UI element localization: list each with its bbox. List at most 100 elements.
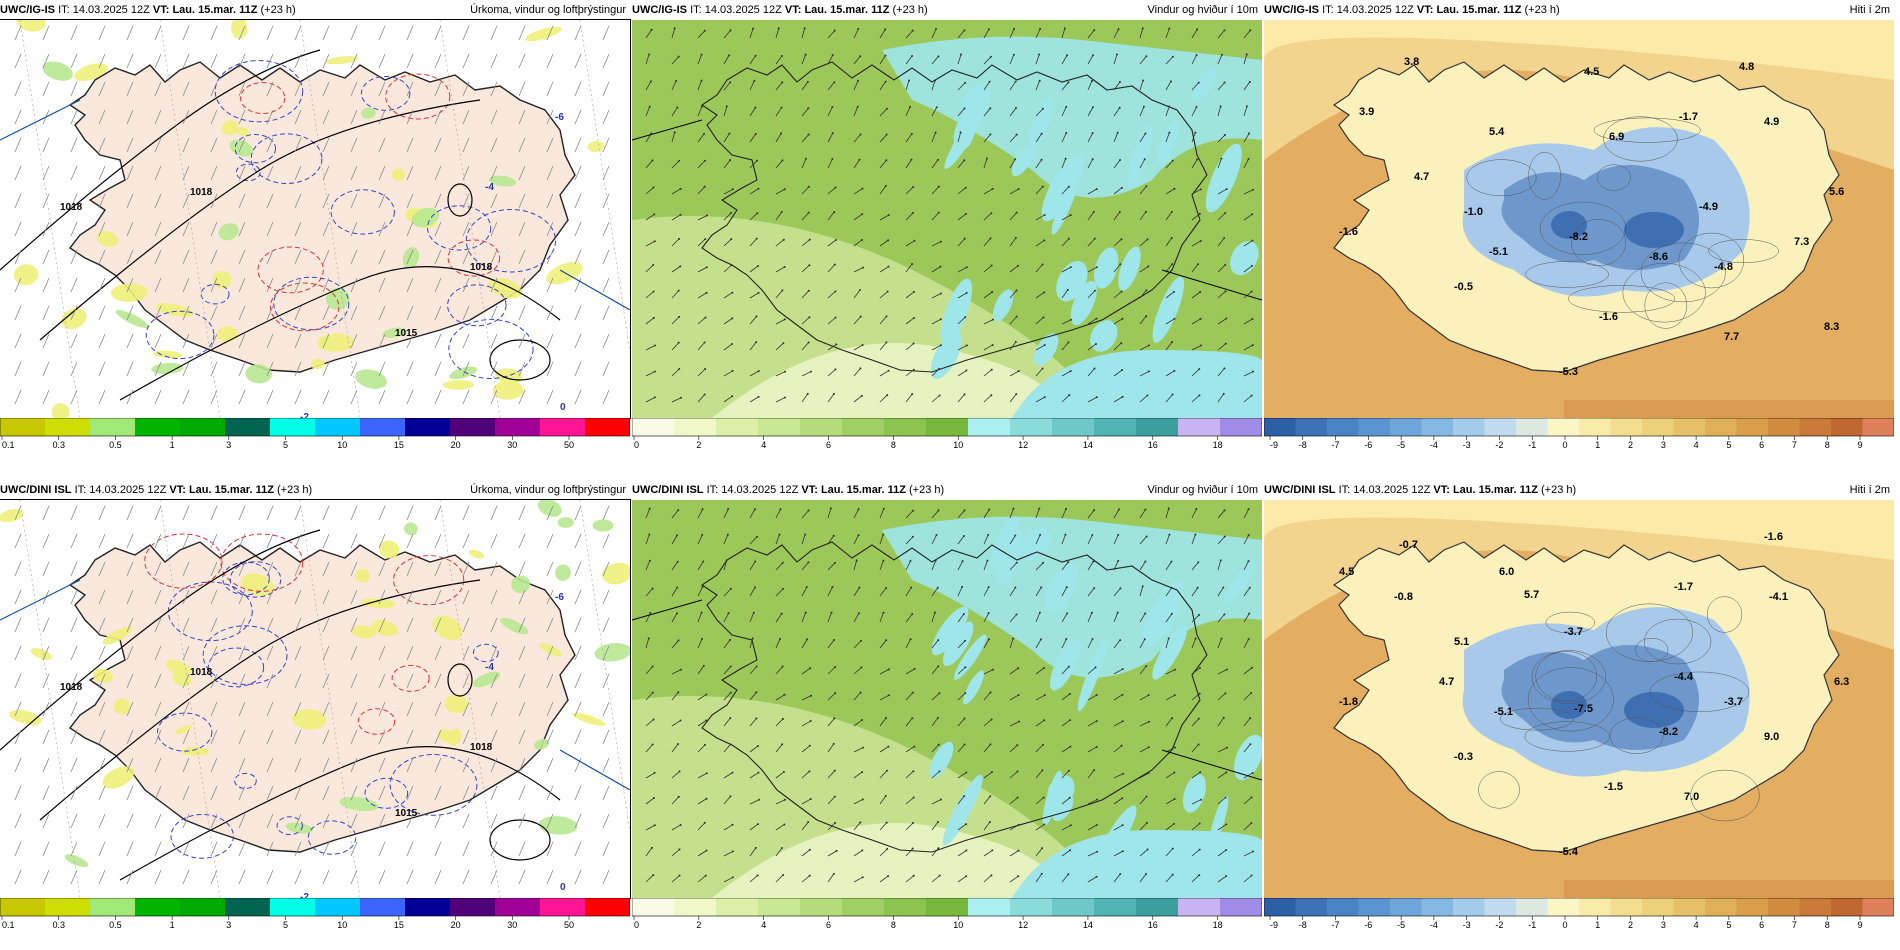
colorbar-swatch [1136, 898, 1179, 916]
product-title: Úrkoma, vindur og loftþrýstingur [470, 484, 626, 496]
colorbar-swatch [1327, 418, 1359, 436]
colorbar-swatch [968, 898, 1011, 916]
precip-area [378, 540, 400, 559]
colorbar-tick-label: -5 [1397, 440, 1405, 450]
colorbar-swatch [1768, 418, 1800, 436]
precip-area [444, 694, 468, 714]
colorbar-swatch [1547, 418, 1580, 436]
map-value-label: -6 [555, 592, 564, 603]
map-value-label: -4 [485, 662, 494, 673]
map-value-label: -7.5 [1574, 703, 1593, 715]
colorbar-tick-label: 8 [891, 440, 896, 450]
map-value-label: -1.6 [1339, 226, 1358, 238]
precip-area [285, 822, 313, 834]
map-value-label: -2 [300, 892, 309, 898]
colorbar-swatch [926, 418, 969, 436]
precip-area [488, 175, 517, 187]
colorbar-tick-label: 10 [953, 920, 963, 930]
precip-area [42, 61, 73, 81]
precip-area [602, 562, 630, 585]
precip-area [432, 615, 463, 641]
colorbar-swatch [1673, 418, 1706, 436]
map-value-label: -1.7 [1679, 111, 1698, 123]
init-time-label: IT: [74, 484, 87, 496]
valid-time-label: VT: [1433, 484, 1450, 496]
colorbar-tick-label: 50 [564, 440, 574, 450]
colorbar-swatch [926, 898, 969, 916]
gust-area [1118, 246, 1141, 291]
colorbar-swatch [360, 898, 406, 916]
temp-map: 3.8 4.5 4.8 3.9 5.4 6.9 -1.7 4.9 4.7 5.6 -1.0 -4.9 -… [1264, 20, 1894, 418]
colorbar: 0.1 0.3 0.5 1 3 5 10 15 20 30 50 [0, 898, 630, 930]
map-value-label: 5.7 [1524, 589, 1539, 601]
precip-area [102, 626, 133, 645]
map-value-label: -0.8 [1394, 591, 1413, 603]
map-value-label: 1018 [190, 187, 213, 198]
wind-map [632, 20, 1262, 418]
colorbar-tick-label: 6 [826, 440, 831, 450]
colorbar-tick-label: 7 [1792, 920, 1797, 930]
colorbar: 0 2 4 6 8 10 12 14 16 18 [632, 898, 1262, 930]
map-value-label: 5.1 [1454, 636, 1469, 648]
colorbar-swatch [1358, 418, 1391, 436]
precip-area [511, 575, 531, 594]
colorbar-swatch [1052, 898, 1095, 916]
precip-area [472, 671, 501, 688]
precip-area [291, 709, 327, 730]
map-value-label: 8.3 [1824, 321, 1839, 333]
colorbar-tick-label: 9 [1857, 920, 1862, 930]
colorbar-tick-label: 12 [1018, 920, 1028, 930]
gust-area [1045, 563, 1078, 613]
map-value-label: -1.0 [1464, 206, 1483, 218]
colorbar-swatch [1136, 418, 1179, 436]
map-value-label: 4.5 [1339, 566, 1354, 578]
gust-area [1042, 770, 1062, 827]
iceland-outline [701, 541, 1208, 853]
precip-area [113, 698, 131, 715]
precip-area [339, 796, 379, 812]
temp-map: -0.7 -1.6 4.5 6.0 -0.8 5.7 -1.7 -4.1 -3.7 5.1 4.7 -… [1264, 500, 1894, 898]
map-value-label: -1.7 [1674, 581, 1693, 593]
precip-area [402, 247, 420, 269]
precip-area [64, 854, 89, 868]
map-value-label: -1.6 [1764, 531, 1783, 543]
gust-area [1049, 638, 1081, 691]
precip-area [174, 725, 192, 735]
colorbar-tick-label: 4 [761, 440, 766, 450]
wind-panel-row0: UWC/IG-IS IT: 14.03.2025 12Z VT: Lau. 15… [632, 0, 1262, 454]
gust-area [996, 529, 1024, 586]
colorbar-tick-label: -3 [1463, 920, 1471, 930]
precip-area [449, 366, 478, 380]
colorbar-swatch [1390, 898, 1422, 916]
gust-area [931, 606, 969, 656]
precip-area [557, 517, 574, 528]
colorbar-tick-label: 6 [1759, 440, 1764, 450]
colorbar-tick-label: 15 [394, 440, 404, 450]
colorbar-swatch [1579, 418, 1611, 436]
gust-area [942, 774, 983, 846]
gust-area [1141, 581, 1184, 647]
precip-panel-row0: UWC/IG-IS IT: 14.03.2025 12Z VT: Lau. 15… [0, 0, 631, 454]
colorbar-swatch [405, 898, 451, 916]
valid-time-value: Lau. 15.mar. 11Z [1436, 4, 1522, 16]
precip-area [325, 287, 350, 310]
map-canvas [632, 20, 1262, 418]
colorbar-tick-label: 10 [337, 920, 347, 930]
colorbar-swatch [842, 898, 885, 916]
colorbar-tick-label: 0.1 [2, 920, 15, 930]
colorbar-swatch [1178, 898, 1221, 916]
precip-area [355, 369, 387, 389]
colorbar-tick-label: 18 [1213, 440, 1223, 450]
colorbar-tick-label: 30 [507, 920, 517, 930]
precip-area [411, 207, 440, 228]
valid-time-label: VT: [152, 4, 170, 16]
gust-area [954, 634, 987, 680]
precip-area [587, 140, 605, 153]
colorbar-tick-label: 16 [1148, 440, 1158, 450]
colorbar-swatch [1516, 418, 1548, 436]
colorbar-swatch [758, 898, 801, 916]
colorbar-tick-label: 14 [1083, 440, 1093, 450]
precip-area [351, 625, 376, 639]
map-value-label: 0 [560, 402, 566, 413]
colorbar-swatch [884, 418, 927, 436]
